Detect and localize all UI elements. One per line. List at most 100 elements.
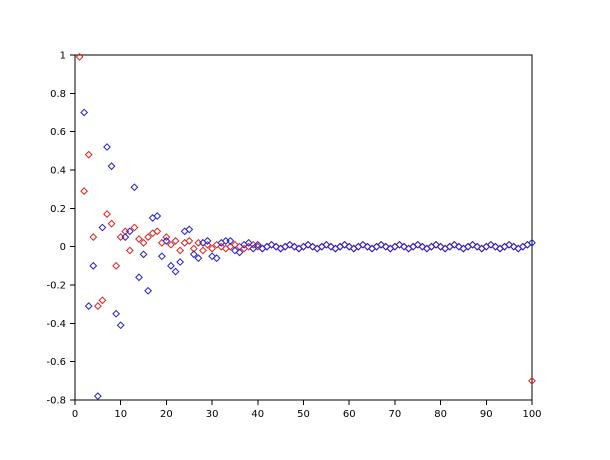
- data-point-blue-series: [235, 248, 244, 257]
- data-point-red-series: [185, 237, 194, 245]
- data-point-blue-series: [157, 252, 166, 261]
- data-point-blue-series: [231, 246, 239, 255]
- data-point-blue-series: [112, 309, 121, 318]
- data-point-blue-series: [162, 237, 171, 245]
- data-point-blue-series: [432, 240, 440, 249]
- axes-box: [74, 54, 533, 401]
- data-point-blue-series: [98, 223, 107, 232]
- data-point-blue-series: [107, 162, 116, 171]
- data-point-red-series: [217, 242, 226, 251]
- x-axis-tick-label: 30: [206, 409, 219, 420]
- data-point-blue-series: [468, 240, 477, 249]
- data-point-blue-series: [130, 183, 139, 192]
- data-point-blue-series: [80, 108, 89, 117]
- data-point-blue-series: [491, 242, 500, 251]
- y-axis-tick-label: 1: [60, 51, 66, 62]
- data-point-red-series: [194, 238, 203, 247]
- x-axis-tick-label: 90: [480, 409, 493, 420]
- data-point-blue-series: [340, 240, 349, 249]
- data-point-blue-series: [93, 392, 102, 401]
- y-axis-tick-label: 0.2: [50, 204, 66, 215]
- y-axis-tick-label: -0.8: [46, 396, 66, 407]
- data-point-blue-series: [363, 242, 372, 251]
- data-point-blue-series: [185, 225, 194, 234]
- data-point-red-series: [199, 246, 207, 255]
- data-point-blue-series: [290, 242, 299, 251]
- data-point-red-series: [139, 238, 148, 247]
- data-point-blue-series: [413, 240, 422, 249]
- data-point-blue-series: [203, 237, 212, 245]
- data-point-blue-series: [167, 261, 175, 270]
- data-point-red-series: [103, 210, 111, 218]
- data-point-blue-series: [267, 240, 276, 249]
- data-point-red-series: [171, 237, 180, 245]
- data-point-blue-series: [395, 240, 404, 249]
- data-point-blue-series: [116, 321, 125, 330]
- data-point-blue-series: [285, 240, 294, 249]
- data-point-blue-series: [454, 242, 463, 251]
- y-axis-tick-label: -0.2: [46, 281, 66, 292]
- data-point-red-series: [135, 235, 143, 243]
- x-axis-tick-label: 100: [522, 409, 541, 420]
- data-point-blue-series: [359, 240, 367, 249]
- y-axis-tick-label: -0.4: [46, 319, 66, 330]
- x-axis-tick-label: 70: [389, 409, 402, 420]
- x-axis-tick-label: 40: [251, 409, 264, 420]
- data-point-blue-series: [121, 233, 130, 241]
- data-point-red-series: [84, 150, 93, 159]
- data-point-blue-series: [400, 242, 408, 251]
- data-point-blue-series: [176, 258, 185, 266]
- data-point-red-series: [144, 233, 153, 241]
- data-point-red-series: [93, 302, 102, 310]
- data-point-blue-series: [208, 252, 217, 261]
- data-point-blue-series: [486, 240, 495, 249]
- data-point-blue-series: [244, 238, 253, 247]
- data-point-blue-series: [226, 237, 235, 245]
- data-point-blue-series: [473, 242, 482, 251]
- data-point-blue-series: [139, 250, 148, 259]
- data-point-blue-series: [89, 261, 98, 270]
- data-point-red-series: [98, 296, 107, 305]
- y-axis-tick-label: 0.4: [50, 166, 66, 177]
- data-point-red-series: [176, 246, 185, 255]
- data-point-red-series: [162, 233, 171, 241]
- data-point-red-series: [208, 244, 217, 253]
- data-point-blue-series: [381, 242, 390, 251]
- data-point-blue-series: [125, 227, 134, 236]
- data-point-blue-series: [304, 240, 312, 249]
- data-point-blue-series: [450, 240, 459, 249]
- data-point-red-series: [130, 223, 139, 232]
- data-point-red-series: [80, 187, 89, 195]
- data-point-blue-series: [249, 244, 258, 253]
- data-point-blue-series: [509, 242, 518, 251]
- x-axis-tick-label: 10: [114, 409, 127, 420]
- x-axis-tick-label: 80: [434, 409, 447, 420]
- x-axis-tick-label: 0: [72, 409, 78, 420]
- x-axis-tick-label: 50: [297, 409, 310, 420]
- data-point-blue-series: [171, 267, 180, 276]
- data-point-blue-series: [322, 240, 331, 249]
- data-point-blue-series: [436, 242, 445, 251]
- data-point-blue-series: [189, 250, 198, 259]
- data-point-red-series: [125, 246, 134, 255]
- data-point-blue-series: [272, 242, 280, 251]
- data-point-blue-series: [103, 143, 111, 151]
- data-point-red-series: [75, 53, 84, 61]
- data-point-blue-series: [327, 242, 335, 251]
- data-point-blue-series: [253, 240, 262, 249]
- y-axis-tick-label: 0.8: [50, 89, 66, 100]
- data-point-blue-series: [84, 302, 93, 310]
- data-point-blue-series: [345, 242, 354, 251]
- data-point-blue-series: [212, 254, 221, 263]
- data-point-blue-series: [144, 286, 153, 295]
- data-point-blue-series: [528, 238, 536, 247]
- y-axis-tick-label: 0.6: [50, 127, 66, 138]
- data-point-blue-series: [308, 242, 317, 251]
- x-axis-tick-label: 20: [160, 409, 173, 420]
- data-point-red-series: [153, 227, 162, 236]
- y-axis-tick-label: -0.6: [46, 357, 66, 368]
- data-point-blue-series: [418, 242, 427, 251]
- data-point-blue-series: [135, 273, 143, 282]
